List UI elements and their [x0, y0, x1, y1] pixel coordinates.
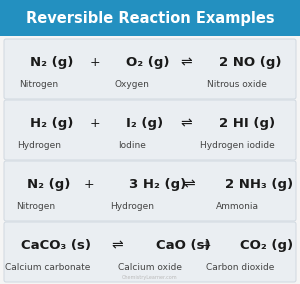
Text: +: + — [84, 178, 94, 191]
Text: N₂ (g): N₂ (g) — [30, 56, 74, 69]
Text: 3 H₂ (g): 3 H₂ (g) — [129, 178, 186, 191]
Text: Reversible Reaction Examples: Reversible Reaction Examples — [26, 11, 274, 26]
Text: ⇌: ⇌ — [183, 177, 195, 191]
Text: Oxygen: Oxygen — [115, 80, 149, 89]
Text: 2 NH₃ (g): 2 NH₃ (g) — [225, 178, 293, 191]
Text: Hydrogen iodide: Hydrogen iodide — [200, 141, 274, 150]
Text: ChemistryLearner.com: ChemistryLearner.com — [122, 275, 178, 280]
Text: CaCO₃ (s): CaCO₃ (s) — [21, 239, 91, 252]
Text: H₂ (g): H₂ (g) — [30, 117, 74, 130]
Text: +: + — [90, 117, 101, 130]
Text: O₂ (g): O₂ (g) — [126, 56, 170, 69]
FancyBboxPatch shape — [4, 161, 296, 221]
FancyBboxPatch shape — [4, 39, 296, 99]
Text: ⇌: ⇌ — [180, 55, 192, 69]
Text: 2 HI (g): 2 HI (g) — [219, 117, 275, 130]
Text: ⇌: ⇌ — [180, 116, 192, 130]
Bar — [0, 0, 300, 36]
Text: CO₂ (g): CO₂ (g) — [240, 239, 293, 252]
Text: Hydrogen: Hydrogen — [17, 141, 61, 150]
Text: CaO (s): CaO (s) — [156, 239, 211, 252]
Text: Nitrogen: Nitrogen — [16, 202, 56, 211]
Text: +: + — [201, 239, 211, 252]
Text: ⇌: ⇌ — [111, 238, 123, 252]
Text: Calcium carbonate: Calcium carbonate — [5, 263, 91, 272]
Text: +: + — [90, 56, 101, 69]
Text: Iodine: Iodine — [118, 141, 146, 150]
Text: N₂ (g): N₂ (g) — [27, 178, 70, 191]
FancyBboxPatch shape — [4, 222, 296, 282]
Text: Calcium oxide: Calcium oxide — [118, 263, 182, 272]
Text: Ammonia: Ammonia — [215, 202, 259, 211]
Text: I₂ (g): I₂ (g) — [126, 117, 163, 130]
Text: Nitrous oxide: Nitrous oxide — [207, 80, 267, 89]
FancyBboxPatch shape — [4, 100, 296, 160]
Text: Carbon dioxide: Carbon dioxide — [206, 263, 274, 272]
Text: Hydrogen: Hydrogen — [110, 202, 154, 211]
Text: Nitrogen: Nitrogen — [20, 80, 58, 89]
Text: 2 NO (g): 2 NO (g) — [219, 56, 281, 69]
